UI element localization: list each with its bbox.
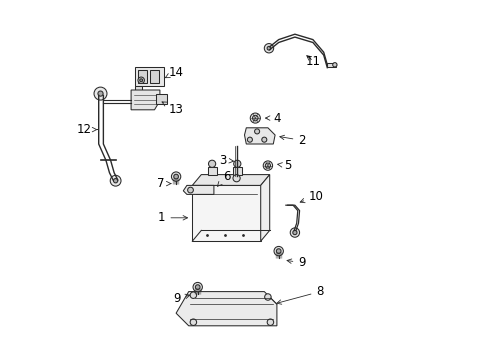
Circle shape [138,77,144,84]
Text: 6: 6 [217,170,230,186]
Circle shape [252,115,258,121]
Circle shape [265,163,270,168]
Circle shape [232,175,240,182]
Text: 5: 5 [277,159,291,172]
Circle shape [292,230,296,235]
Circle shape [173,174,178,179]
Polygon shape [260,175,269,241]
Circle shape [289,228,299,237]
Circle shape [190,292,196,298]
Circle shape [140,79,142,82]
Circle shape [266,319,273,325]
Polygon shape [156,94,167,104]
Circle shape [94,87,107,100]
Circle shape [261,137,266,142]
Text: 12: 12 [77,123,97,136]
Text: 2: 2 [279,134,305,147]
Polygon shape [232,167,241,175]
Circle shape [273,247,283,256]
Polygon shape [192,175,269,185]
Polygon shape [244,128,275,144]
Text: 1: 1 [158,211,187,224]
Circle shape [254,129,259,134]
Text: 8: 8 [276,285,323,304]
Text: 14: 14 [165,66,183,78]
Circle shape [187,187,193,193]
Bar [138,70,147,83]
Circle shape [250,113,260,123]
Text: 9: 9 [173,292,189,305]
Circle shape [171,172,181,181]
Circle shape [266,46,270,50]
Text: 11: 11 [305,55,321,68]
Circle shape [113,179,118,183]
Circle shape [264,44,273,53]
Text: 10: 10 [300,190,323,203]
Circle shape [98,91,103,96]
Polygon shape [131,90,160,110]
Circle shape [193,282,202,292]
Polygon shape [183,185,213,194]
Circle shape [263,161,272,170]
Circle shape [208,160,215,167]
Circle shape [233,160,241,167]
Polygon shape [207,167,216,175]
Circle shape [264,294,270,300]
Bar [134,67,163,86]
Polygon shape [326,63,336,67]
Circle shape [190,319,196,325]
Polygon shape [176,292,276,326]
Polygon shape [134,86,142,94]
Bar [150,70,159,83]
Polygon shape [192,185,260,241]
Circle shape [247,137,252,142]
Circle shape [195,285,200,289]
Text: 7: 7 [157,177,170,190]
Text: 3: 3 [219,154,233,167]
Text: 4: 4 [265,112,280,125]
Text: 9: 9 [286,256,305,269]
Circle shape [110,175,121,186]
Text: 13: 13 [162,102,183,116]
Circle shape [332,63,336,67]
Circle shape [276,249,281,253]
